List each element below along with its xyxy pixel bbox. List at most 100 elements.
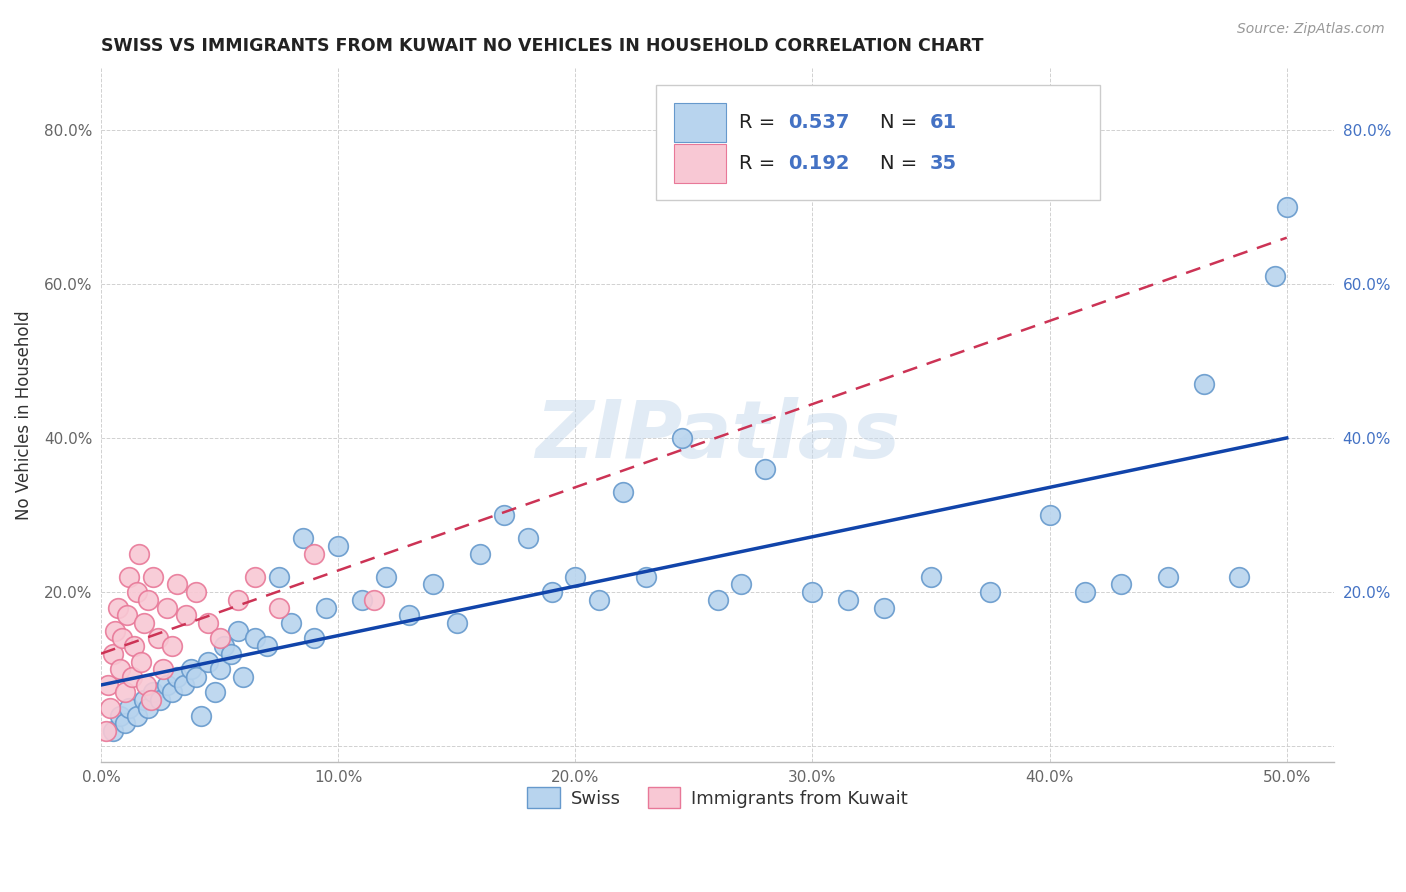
Point (208, 662, 231, 676)
Point (115, 608, 138, 623)
Point (516, 531, 538, 545)
Point (267, 570, 290, 584)
Point (152, 662, 174, 676)
Point (801, 585, 824, 599)
Point (166, 670, 188, 684)
Point (125, 585, 148, 599)
Point (243, 570, 266, 584)
Point (280, 615, 302, 630)
Point (837, 593, 859, 607)
Point (135, 678, 157, 692)
Text: N =: N = (880, 112, 924, 132)
Point (1264, 269, 1286, 284)
Point (107, 600, 129, 615)
Point (142, 685, 165, 699)
Point (132, 615, 155, 630)
Point (221, 647, 243, 661)
Point (184, 670, 207, 684)
Point (132, 693, 155, 707)
Point (138, 593, 160, 607)
Point (142, 570, 165, 584)
Point (204, 685, 226, 699)
Point (114, 716, 136, 731)
Point (156, 678, 179, 692)
Point (94, 723, 117, 738)
Point (184, 585, 207, 599)
Point (114, 685, 136, 699)
Point (374, 570, 396, 584)
Point (540, 585, 562, 599)
Point (1275, 200, 1298, 214)
Point (176, 608, 198, 623)
Legend: Swiss, Immigrants from Kuwait: Swiss, Immigrants from Kuwait (520, 780, 915, 815)
Point (166, 577, 188, 591)
Point (872, 600, 894, 615)
Point (180, 662, 202, 676)
Point (326, 539, 349, 553)
Point (125, 708, 148, 723)
Text: 0.192: 0.192 (787, 154, 849, 173)
Point (228, 624, 250, 638)
Point (1074, 585, 1097, 599)
Point (754, 462, 776, 476)
Point (267, 600, 290, 615)
Point (304, 632, 326, 646)
Point (160, 685, 183, 699)
Point (1038, 508, 1060, 522)
Point (111, 632, 134, 646)
Point (470, 547, 492, 561)
Point (122, 639, 145, 653)
Point (256, 639, 278, 653)
Text: ZIPatlas: ZIPatlas (536, 397, 900, 475)
Text: R =: R = (738, 112, 780, 132)
Point (138, 701, 160, 715)
Point (291, 531, 314, 545)
FancyBboxPatch shape (675, 103, 725, 142)
Point (214, 639, 236, 653)
Point (146, 632, 169, 646)
Text: 0.537: 0.537 (787, 112, 849, 132)
Point (149, 693, 172, 707)
Point (101, 723, 124, 738)
FancyBboxPatch shape (675, 145, 725, 183)
Point (979, 585, 1001, 599)
Point (564, 570, 586, 584)
Point (197, 615, 219, 630)
Point (139, 693, 162, 707)
FancyBboxPatch shape (655, 86, 1099, 200)
Point (1157, 570, 1180, 584)
Point (128, 547, 150, 561)
Point (101, 647, 124, 661)
Point (706, 593, 728, 607)
Point (118, 701, 141, 715)
Point (1109, 577, 1132, 591)
Text: N =: N = (880, 154, 924, 173)
Y-axis label: No Vehicles in Household: No Vehicles in Household (15, 310, 32, 520)
Point (232, 670, 254, 684)
Point (97, 678, 120, 692)
Point (494, 508, 516, 522)
Point (636, 570, 658, 584)
Point (920, 570, 942, 584)
Point (197, 655, 219, 669)
Point (315, 600, 337, 615)
Point (422, 577, 444, 591)
Point (190, 708, 212, 723)
Point (118, 570, 141, 584)
Point (671, 431, 693, 445)
Point (1227, 570, 1250, 584)
Point (1192, 377, 1215, 392)
Point (350, 593, 373, 607)
Point (612, 485, 634, 500)
Point (363, 593, 385, 607)
Point (730, 577, 752, 591)
Point (304, 547, 326, 561)
Point (160, 639, 183, 653)
Text: SWISS VS IMMIGRANTS FROM KUWAIT NO VEHICLES IN HOUSEHOLD CORRELATION CHART: SWISS VS IMMIGRANTS FROM KUWAIT NO VEHIC… (101, 37, 983, 55)
Point (129, 655, 152, 669)
Text: R =: R = (738, 154, 780, 173)
Point (100, 701, 122, 715)
Text: 35: 35 (929, 154, 957, 173)
Point (446, 615, 468, 630)
Point (228, 593, 250, 607)
